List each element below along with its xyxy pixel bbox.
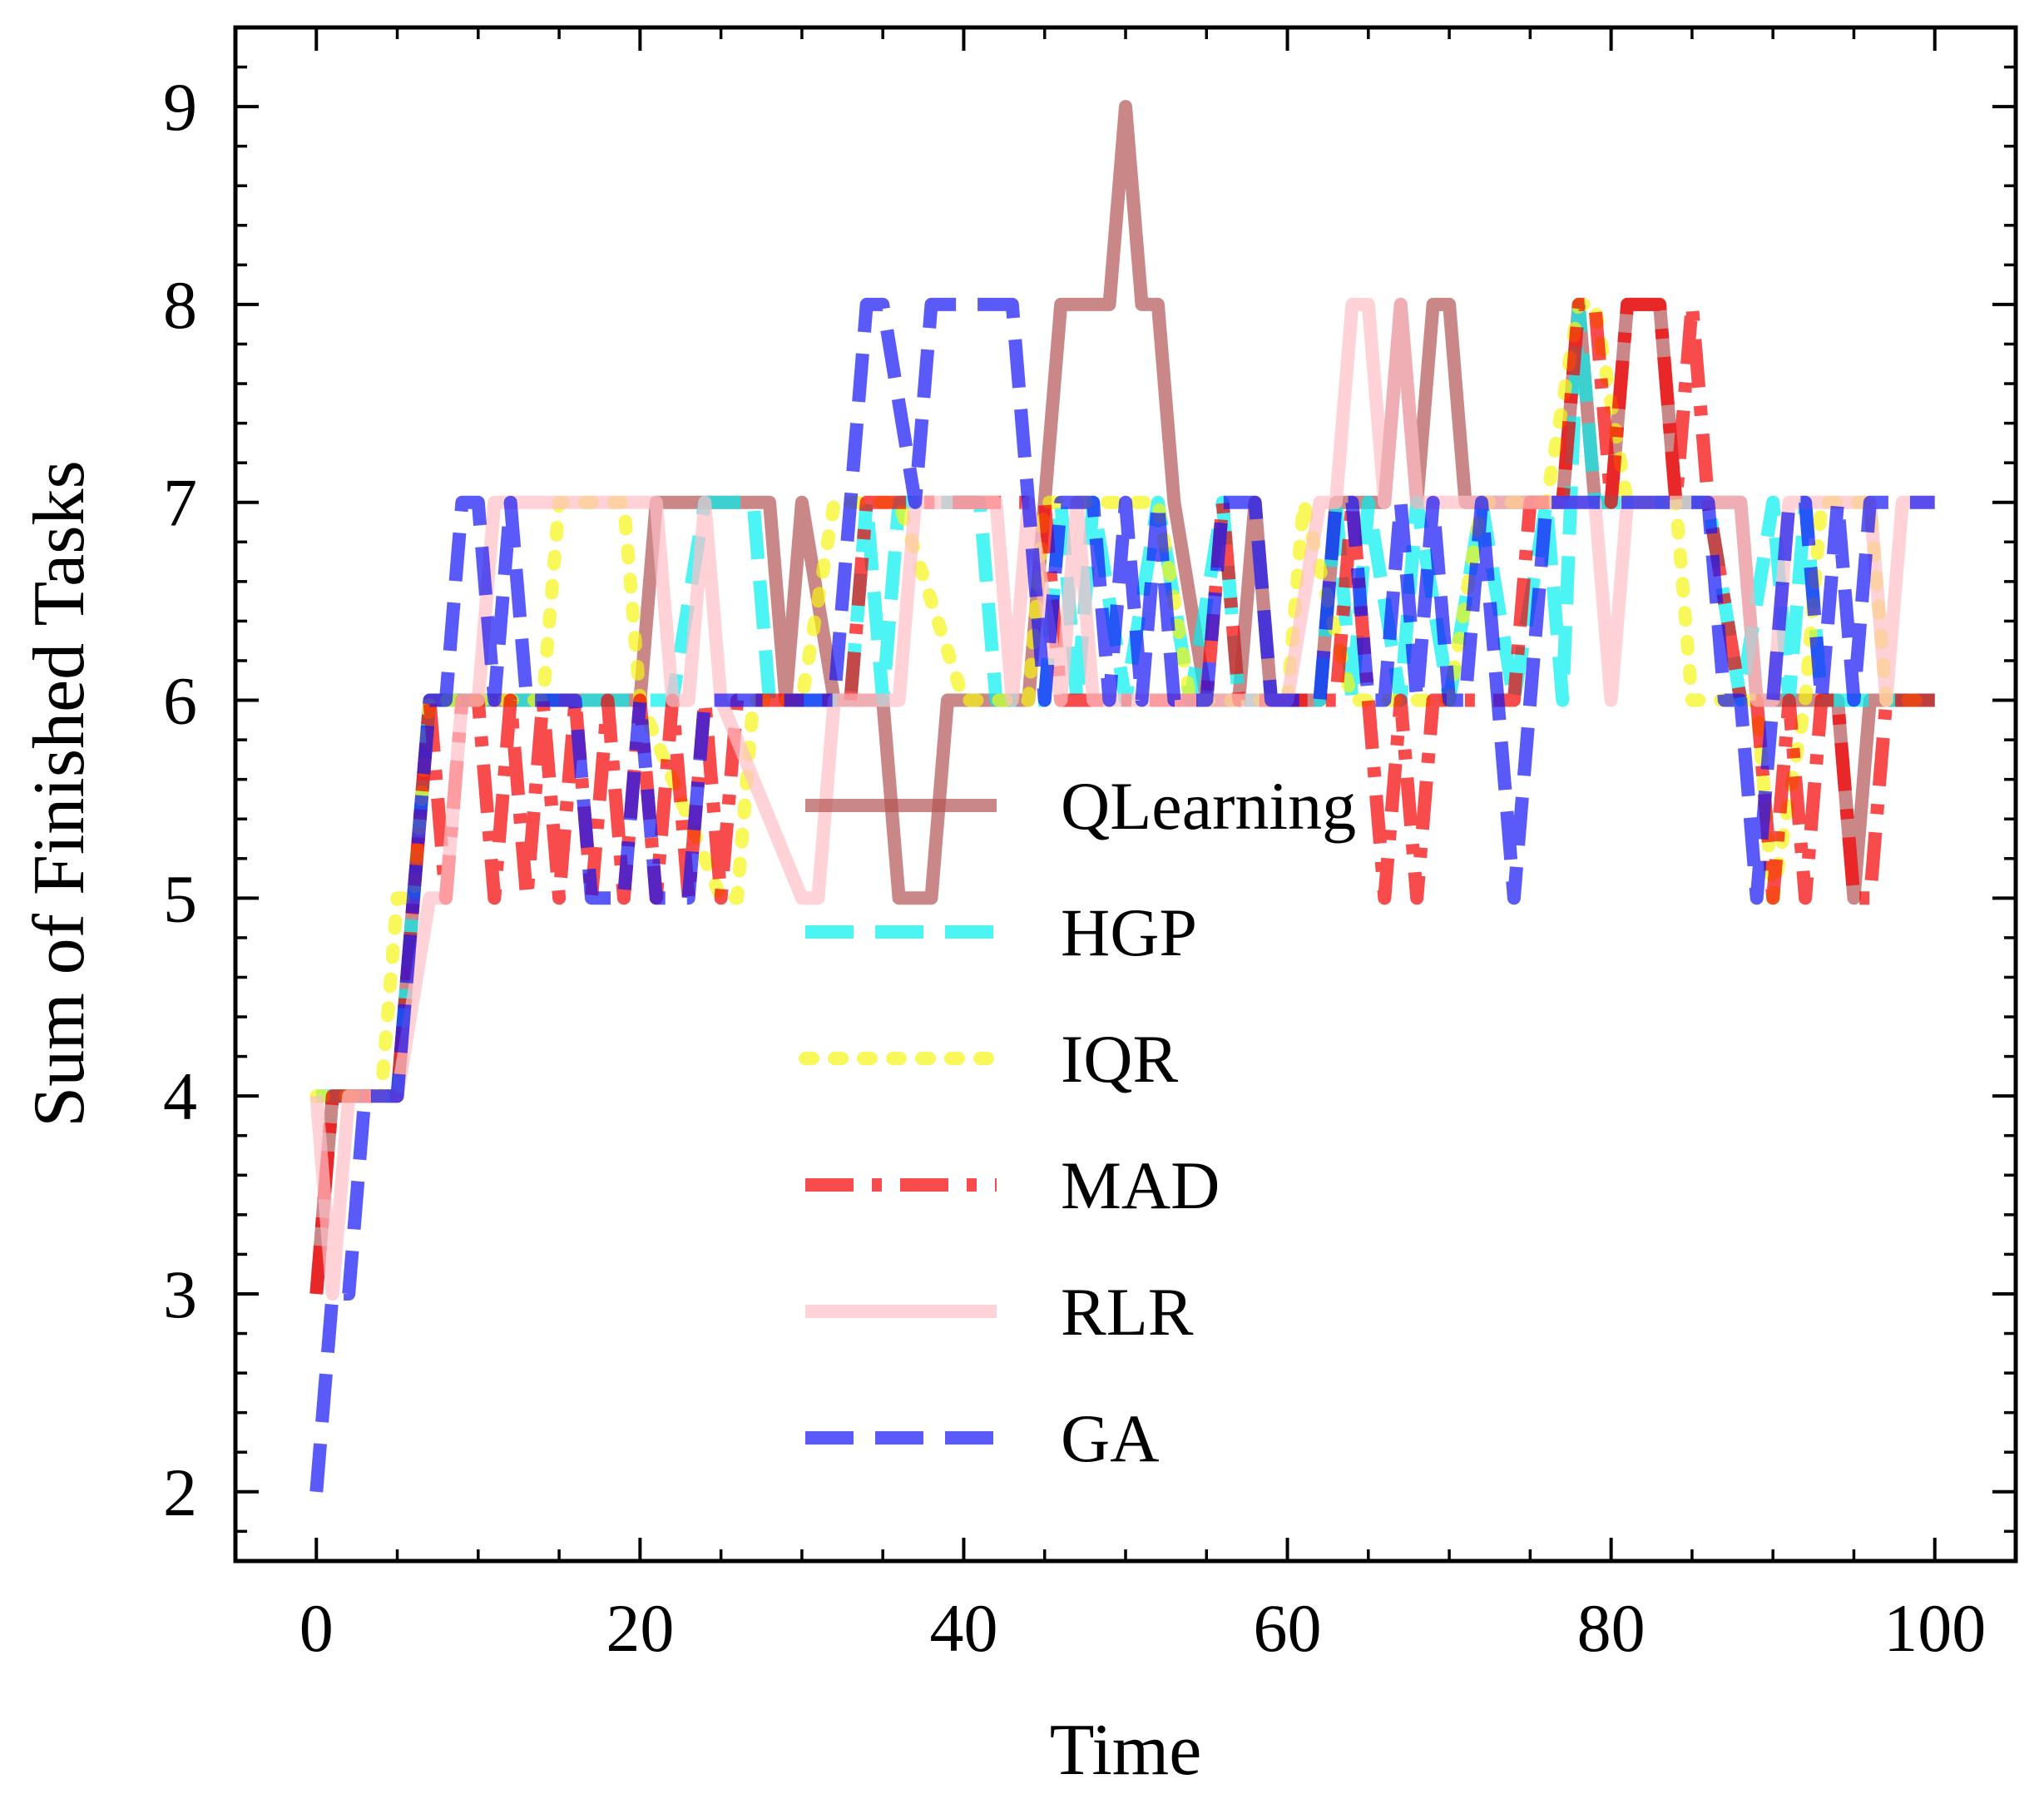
y-tick-label: 8 — [163, 267, 197, 343]
x-tick-label: 40 — [929, 1590, 997, 1666]
x-axis-label: Time — [1050, 1710, 1202, 1791]
tick-labels: 0 20 40 60 80 100 2 3 4 5 6 7 8 9 — [163, 69, 1986, 1666]
legend: QLearning HGP IQR MAD RLR GA — [799, 768, 1356, 1476]
legend-label-qlearning: QLearning — [1061, 768, 1356, 844]
y-tick-label: 6 — [163, 663, 197, 739]
y-tick-label: 3 — [163, 1256, 197, 1332]
x-tick-label: 20 — [606, 1590, 674, 1666]
series-line-rlr — [309, 297, 1935, 1301]
legend-label-iqr: IQR — [1061, 1021, 1179, 1097]
plot-frame — [233, 25, 2018, 1564]
x-tick-label: 0 — [299, 1590, 334, 1666]
series-line-ga — [309, 297, 1935, 1493]
y-tick-label: 7 — [163, 465, 197, 541]
y-tick-label: 9 — [163, 69, 197, 145]
legend-label-rlr: RLR — [1061, 1274, 1194, 1350]
series-layer — [309, 100, 1942, 1493]
legend-label-mad: MAD — [1061, 1147, 1220, 1223]
x-tick-label: 60 — [1254, 1590, 1322, 1666]
series-line-iqr — [309, 297, 1942, 1103]
x-tick-label: 100 — [1883, 1590, 1986, 1666]
y-tick-label: 5 — [163, 860, 197, 936]
x-tick-label: 80 — [1577, 1590, 1646, 1666]
legend-label-ga: GA — [1061, 1400, 1159, 1476]
y-tick-label: 4 — [163, 1058, 197, 1134]
y-tick-label: 2 — [163, 1455, 197, 1530]
series-line-hgp — [316, 297, 1935, 1103]
y-axis-label: Sum of Finished Tasks — [19, 460, 100, 1127]
legend-label-hgp: HGP — [1061, 895, 1197, 970]
